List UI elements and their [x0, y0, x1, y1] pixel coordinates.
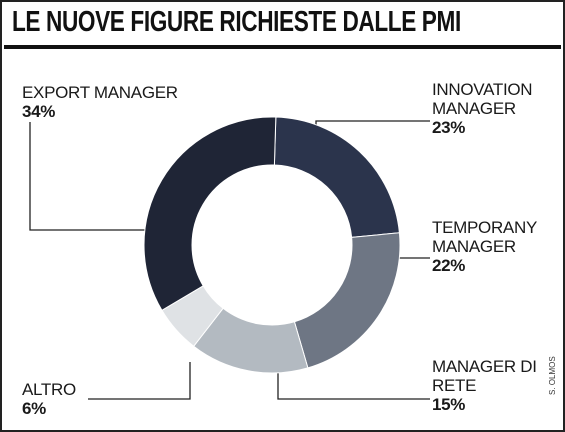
- value-label: 22%: [432, 256, 466, 275]
- value-label: 15%: [432, 395, 466, 414]
- category-label: EXPORT MANAGER: [22, 83, 178, 102]
- leader-line: [29, 122, 145, 231]
- chart-title: LE NUOVE FIGURE RICHIESTE DALLE PMI: [12, 6, 461, 38]
- leader-line: [88, 362, 191, 400]
- credit: S. OLMOS: [548, 356, 557, 395]
- slice-label: EXPORT MANAGER 34%: [22, 83, 222, 121]
- slice-label: INNOVATION MANAGER 23%: [432, 80, 562, 137]
- category-label: ALTRO: [22, 380, 76, 399]
- slice-label: ALTRO 6%: [22, 380, 102, 418]
- value-label: 6%: [22, 399, 46, 418]
- slice-label: MANAGER DI RETE 15%: [432, 357, 542, 414]
- slice-label: TEMPORANY MANAGER 22%: [432, 218, 562, 275]
- donut-slice: [273, 116, 400, 238]
- donut: [143, 116, 401, 374]
- category-label: TEMPORANY MANAGER: [432, 218, 537, 256]
- leader-line: [277, 368, 430, 400]
- value-label: 34%: [22, 102, 56, 121]
- value-label: 23%: [432, 118, 466, 137]
- donut-slice: [143, 116, 277, 311]
- category-label: MANAGER DI RETE: [432, 357, 537, 395]
- category-label: INNOVATION MANAGER: [432, 80, 533, 118]
- donut-slice: [293, 232, 401, 369]
